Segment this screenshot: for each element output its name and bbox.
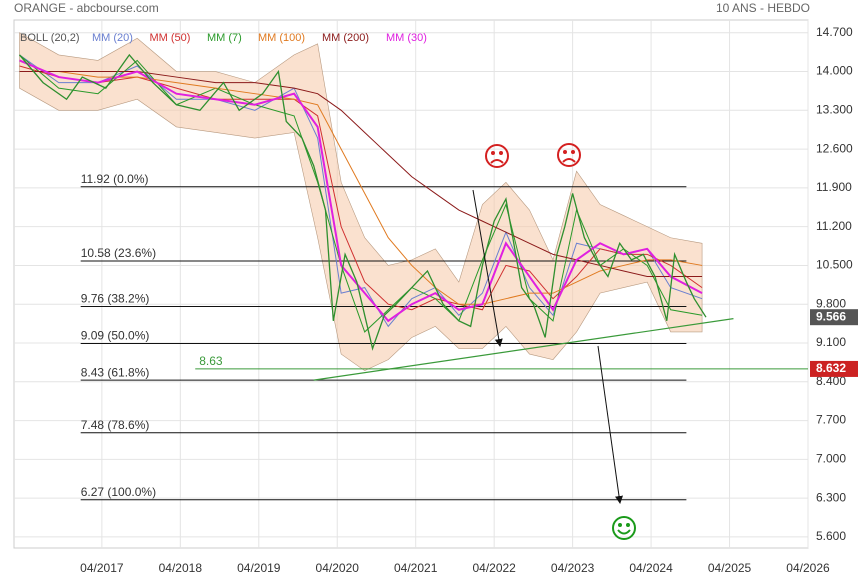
legend-entry: MM (100) xyxy=(258,32,305,44)
y-tick-label: 13.300 xyxy=(816,102,853,116)
trendline xyxy=(313,318,734,381)
y-tick-label: 8.400 xyxy=(816,374,846,388)
x-tick-label: 04/2021 xyxy=(394,561,438,575)
sad-face xyxy=(557,143,581,167)
y-tick-label: 11.200 xyxy=(816,219,852,233)
arrow xyxy=(472,189,503,347)
legend-entry: BOLL (20,2) xyxy=(20,32,80,44)
y-tick-label: 7.700 xyxy=(816,413,846,427)
y-tick-label: 11.900 xyxy=(816,180,852,194)
x-tick-label: 04/2025 xyxy=(708,561,752,575)
annotations xyxy=(472,143,636,540)
y-tick-label: 6.300 xyxy=(816,490,846,504)
bollinger-band xyxy=(19,32,703,372)
y-tick-label: 12.600 xyxy=(816,141,853,155)
legend-entry: MM (20) xyxy=(92,32,133,44)
x-tick-label: 04/2024 xyxy=(629,561,673,575)
y-tick-label: 14.700 xyxy=(816,25,853,39)
fib-label: 7.48 (78.6%) xyxy=(81,418,150,432)
y-tick-label: 9.800 xyxy=(816,296,846,310)
x-tick-label: 04/2022 xyxy=(472,561,516,575)
plot-layer: 14.700 14.000 13.300 12.600 11.900 11.200 10.5… xyxy=(14,20,858,575)
price-tag xyxy=(810,360,858,377)
y-tick-label: 10.500 xyxy=(816,258,853,272)
legend-entry: MM (30) xyxy=(386,32,427,44)
price-line xyxy=(18,53,707,351)
x-tick-label: 04/2018 xyxy=(159,561,203,575)
fib-label: 9.76 (38.2%) xyxy=(81,292,150,306)
legend-entry: MM (50) xyxy=(150,32,191,44)
sad-face xyxy=(485,144,509,168)
fib-label: 8.43 (61.8%) xyxy=(81,365,150,379)
y-tick-label: 5.600 xyxy=(816,529,846,543)
x-tick-label: 04/2023 xyxy=(551,561,595,575)
moving-average xyxy=(19,59,703,323)
fib-label: 9.09 (50.0%) xyxy=(81,329,150,343)
support-label: 8.63 xyxy=(199,354,223,368)
fib-label: 6.27 (100.0%) xyxy=(81,485,156,499)
price-tag-label: 9.566 xyxy=(816,309,846,323)
fib-label: 10.58 (23.6%) xyxy=(81,246,156,260)
y-tick-label: 14.000 xyxy=(816,64,853,78)
arrow xyxy=(597,345,623,504)
header-right: 10 ANS - HEBDO xyxy=(716,1,810,15)
moving-average xyxy=(19,71,703,305)
price-tag-label: 8.632 xyxy=(816,361,846,375)
x-tick-label: 04/2020 xyxy=(316,561,360,575)
y-tick-label: 9.100 xyxy=(816,335,846,349)
x-tick-label: 04/2019 xyxy=(237,561,281,575)
legend-entry: MM (7) xyxy=(207,32,242,44)
legend-entry: MM (200) xyxy=(322,32,369,44)
moving-average xyxy=(19,65,703,311)
y-tick-label: 7.000 xyxy=(816,452,846,466)
header-left: ORANGE - abcbourse.com xyxy=(14,1,159,15)
price-tag xyxy=(810,309,858,326)
x-tick-label: 04/2017 xyxy=(80,561,124,575)
x-tick-label: 04/2026 xyxy=(786,561,830,575)
happy-face xyxy=(612,516,636,540)
fib-label: 11.92 (0.0%) xyxy=(81,172,149,186)
